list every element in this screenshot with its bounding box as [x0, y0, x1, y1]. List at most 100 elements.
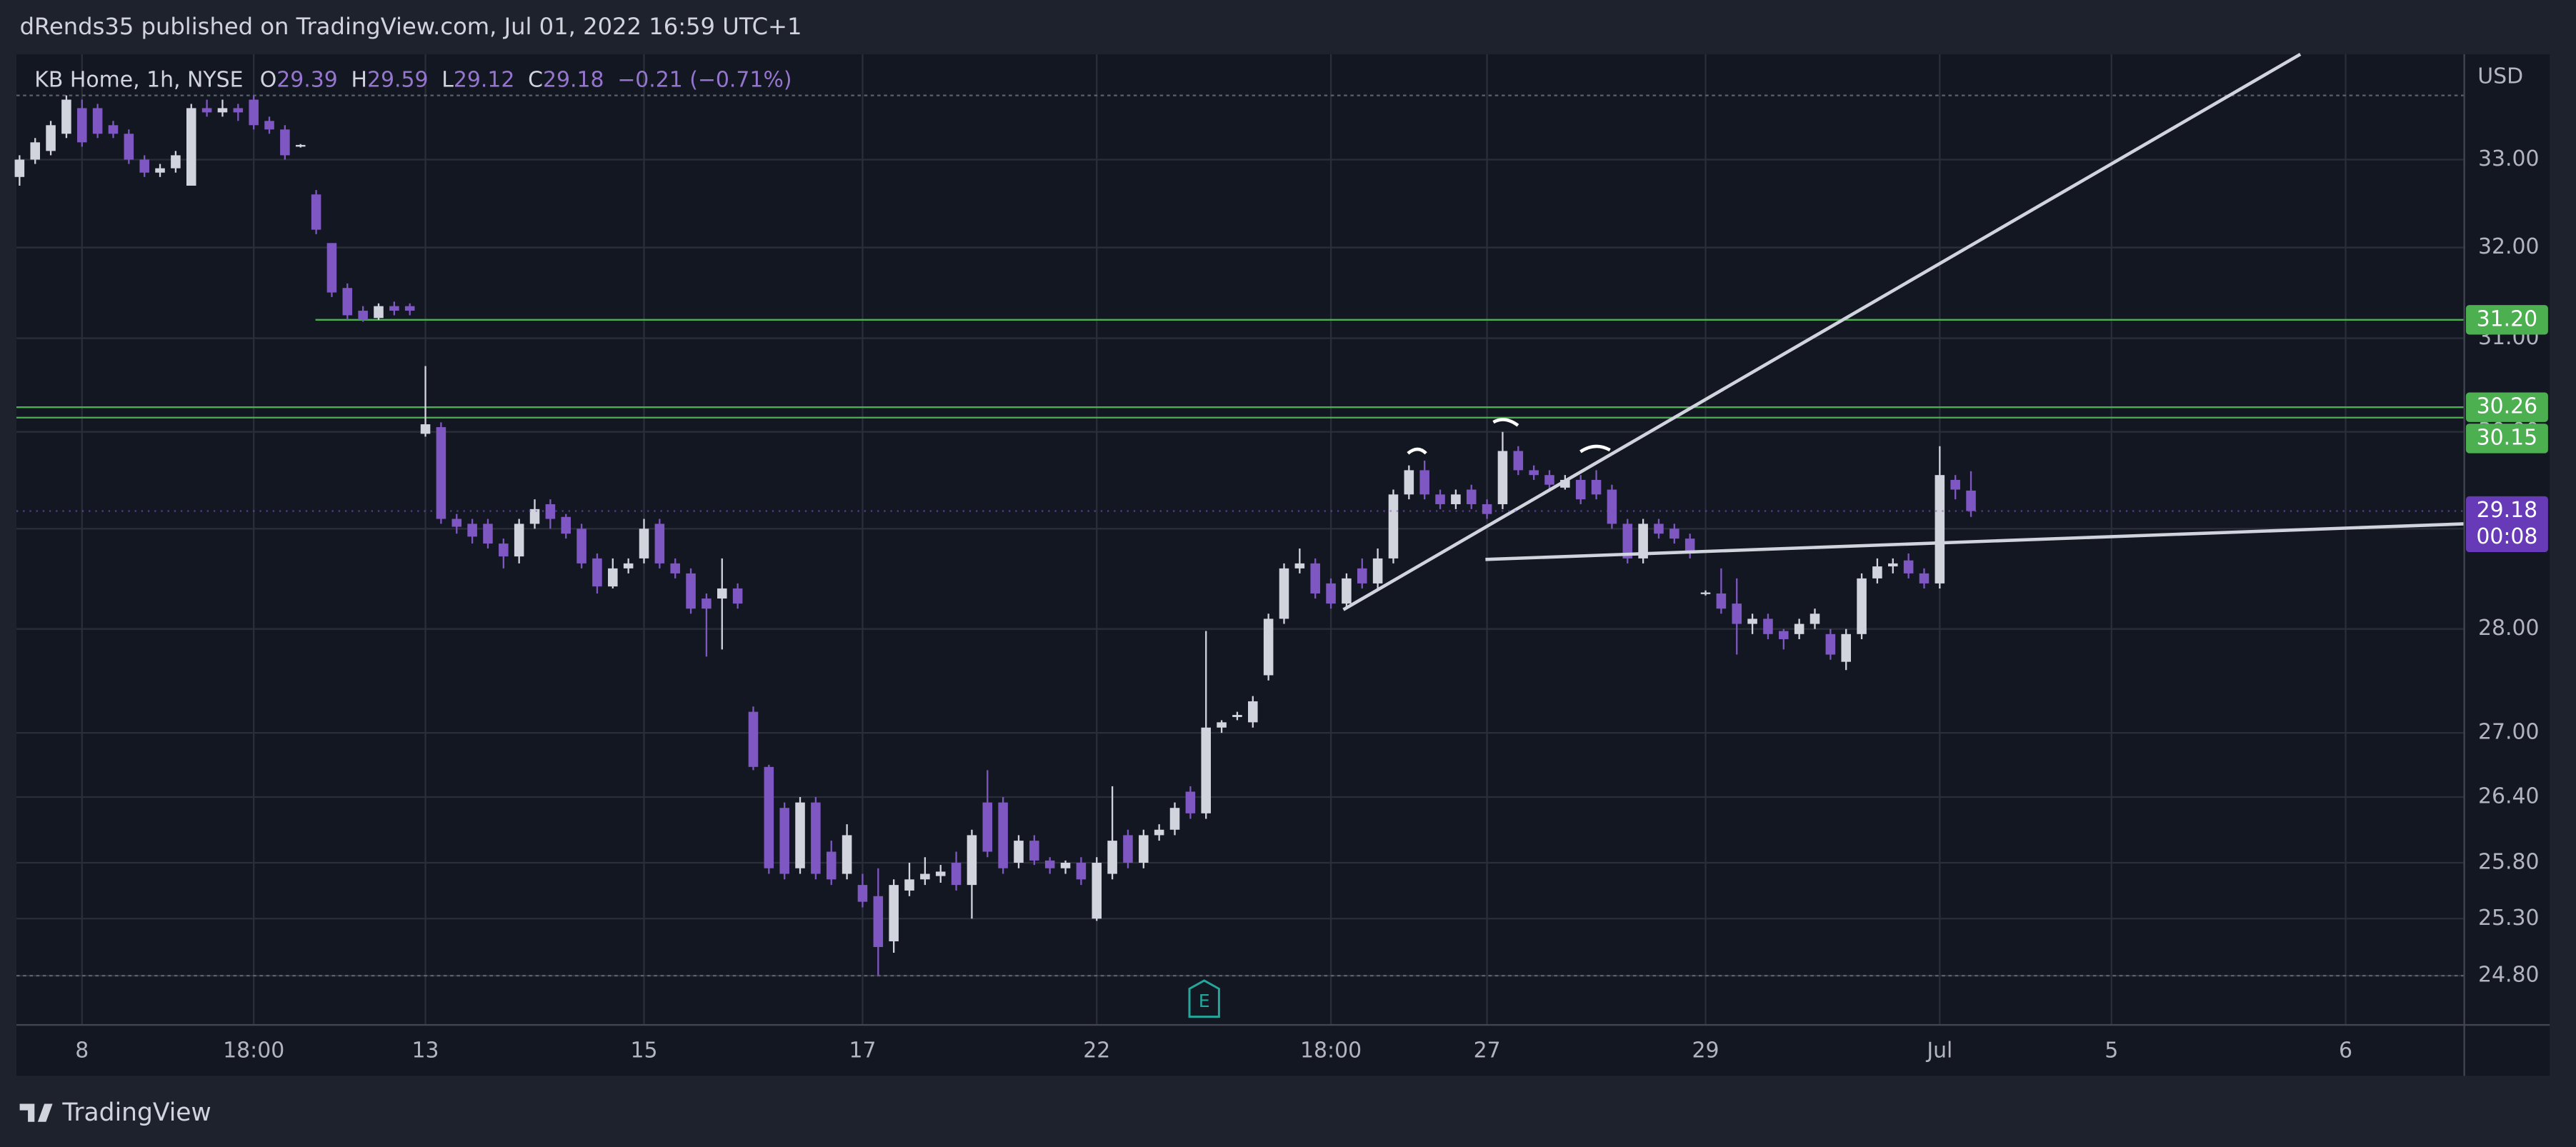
candle-body — [1747, 618, 1757, 624]
candle-body — [389, 306, 399, 311]
candle-body — [1482, 504, 1492, 514]
candle-body — [1529, 470, 1539, 476]
candle-body — [1669, 529, 1679, 539]
candle-body — [1700, 592, 1711, 594]
candle-body — [217, 108, 228, 113]
candle-body — [1076, 862, 1087, 880]
legend-change: −0.21 (−0.71%) — [617, 67, 792, 92]
legend-key: O — [260, 67, 277, 92]
candle-body — [1622, 524, 1633, 559]
candle-body — [420, 424, 431, 434]
candle-body — [1638, 524, 1648, 559]
candle-body — [998, 802, 1008, 868]
candle-body — [1107, 841, 1117, 874]
countdown-label: 00:08 — [2476, 524, 2537, 549]
candle-body — [1903, 560, 1914, 574]
candle-body — [717, 588, 727, 599]
x-tick-label: 5 — [2105, 1038, 2118, 1063]
earnings-marker[interactable]: E — [1188, 979, 1220, 1018]
candle-body — [702, 598, 712, 609]
candle-body — [748, 711, 759, 767]
candle-body — [1279, 568, 1289, 619]
candle-body — [982, 802, 993, 852]
trend-line — [1342, 52, 2302, 611]
candle-body — [1404, 470, 1414, 495]
candle-body — [436, 427, 446, 519]
candle-body — [1779, 631, 1789, 639]
candle-body — [201, 108, 212, 113]
published-note: dRends35 published on TradingView.com, J… — [20, 13, 802, 40]
candle-body — [311, 194, 321, 230]
candle-body — [1248, 701, 1258, 723]
x-tick-label: 18:00 — [223, 1038, 284, 1063]
candle-body — [1872, 566, 1882, 578]
candle-body — [654, 524, 665, 564]
y-tick-label: 32.00 — [2478, 234, 2540, 259]
x-tick-label: 17 — [849, 1038, 876, 1063]
candle-body — [561, 516, 571, 534]
candle-body — [295, 144, 306, 147]
y-tick-label: 28.00 — [2478, 616, 2540, 641]
candle-body — [1857, 578, 1867, 634]
candle-body — [873, 896, 884, 947]
candle-body — [264, 121, 274, 130]
candle-body — [1560, 479, 1570, 488]
y-tick-label: 25.30 — [2478, 906, 2540, 931]
level-badge — [2465, 392, 2548, 422]
candle-body — [14, 159, 25, 177]
x-tick-label: 6 — [2339, 1038, 2352, 1063]
earnings-badge[interactable] — [1188, 979, 1220, 1018]
candle-body — [951, 862, 962, 886]
candle-body — [1123, 835, 1133, 863]
last-price-label: 29.18 — [2477, 498, 2538, 523]
x-tick-label: 29 — [1692, 1038, 1719, 1063]
level-label: 30.15 — [2477, 425, 2538, 450]
candle-body — [30, 142, 40, 160]
candle-body — [764, 766, 774, 868]
legend: KB Home, 1h, NYSE O29.39 H29.59 L29.12 C… — [34, 67, 792, 92]
y-tick-label: 33.00 — [2478, 146, 2540, 171]
legend-key: L — [441, 67, 454, 92]
candle-body — [920, 873, 930, 880]
candle-body — [358, 311, 368, 320]
level-label: 30.26 — [2477, 394, 2538, 419]
candle-body — [1919, 573, 1929, 583]
candle-body — [249, 99, 259, 126]
candle-body — [826, 851, 837, 880]
candle-body — [623, 563, 634, 569]
candle-body — [1809, 613, 1820, 624]
trend-line — [1485, 522, 2465, 561]
candle-body — [779, 808, 789, 874]
level-badge — [2465, 424, 2548, 454]
candle-body — [499, 544, 509, 557]
currency: USD — [2477, 64, 2523, 89]
x-tick-label: 8 — [75, 1038, 89, 1063]
candle-body — [904, 879, 914, 891]
earnings-label[interactable]: E — [1199, 991, 1210, 1011]
candle-body — [280, 129, 290, 156]
candle-body — [61, 99, 71, 134]
candle-body — [1029, 841, 1039, 861]
candle-body — [1763, 618, 1773, 634]
candle-body — [1451, 494, 1461, 504]
y-tick-label: 26.40 — [2478, 784, 2540, 809]
candle-body — [186, 108, 196, 186]
plot: 8 18:00 13 15 17 22 18:00 27 29 Jul 5 6 33.00 32.00 31… — [14, 52, 2540, 1063]
candle-body — [1294, 563, 1305, 569]
candle-body — [1232, 715, 1242, 717]
candle-body — [1841, 633, 1851, 662]
legend-value: 29.59 — [367, 67, 429, 92]
hand-drawing — [1407, 418, 1611, 455]
brand-logo — [19, 1103, 53, 1122]
candle-body — [795, 802, 805, 868]
candle-body — [592, 558, 602, 587]
legend-value: 29.18 — [543, 67, 604, 92]
candle-body — [686, 573, 696, 609]
candle-body — [46, 125, 56, 151]
legend-key: C — [528, 67, 543, 92]
candle-body — [514, 524, 524, 557]
candle-body — [1935, 475, 1945, 583]
candle-body — [1201, 727, 1212, 813]
